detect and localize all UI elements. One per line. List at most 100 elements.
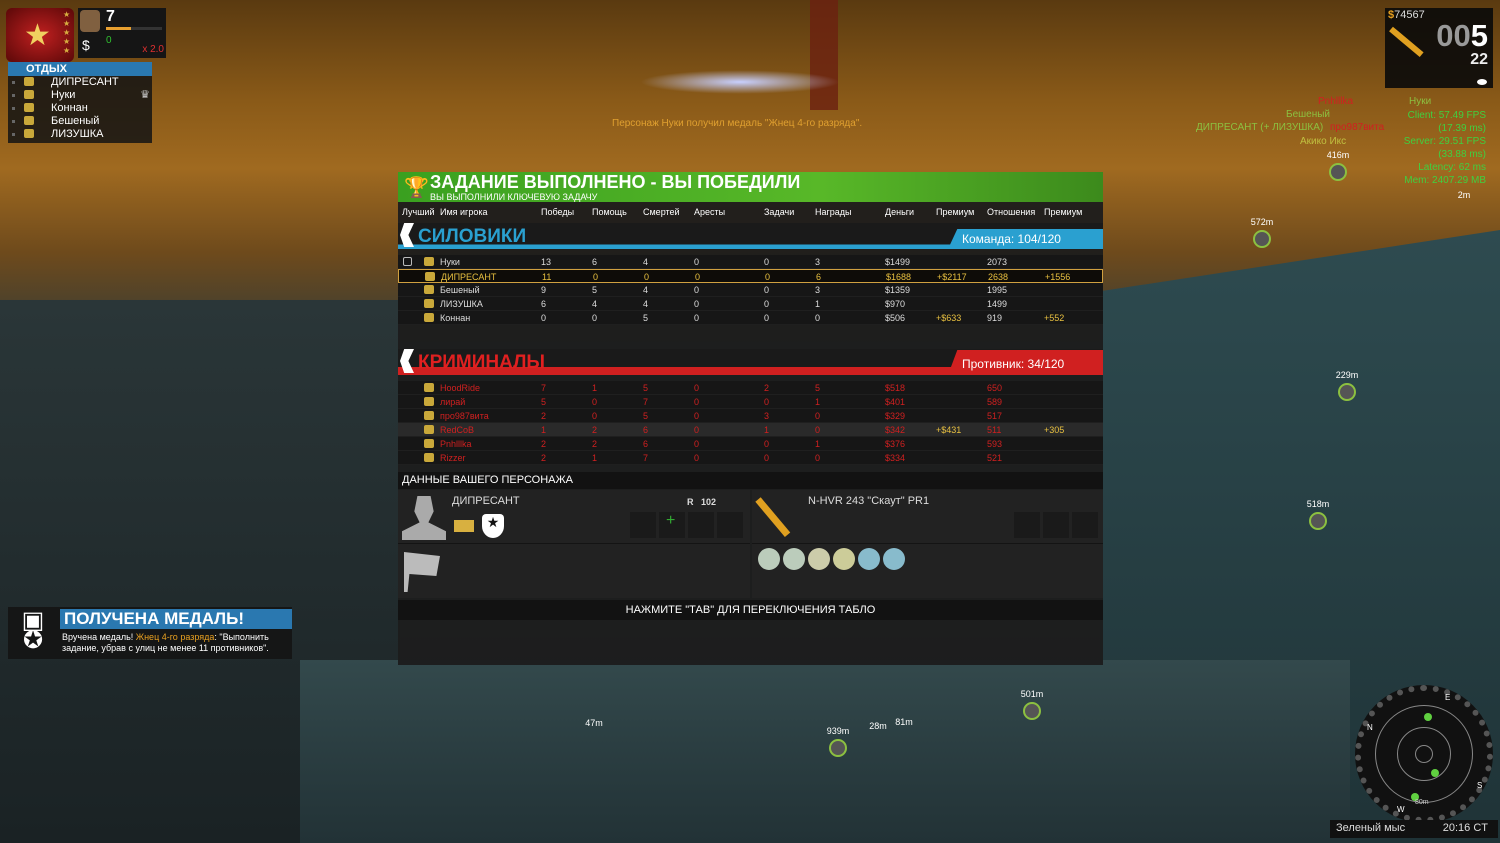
marker-distance: 28m: [869, 721, 887, 731]
cell: 517: [987, 411, 1003, 421]
cell: HoodRide: [440, 383, 481, 393]
column-header[interactable]: Победы: [541, 207, 575, 217]
tab-hint: НАЖМИТЕ "ТАВ" ДЛЯ ПЕРЕКЛЮЧЕНИЯ ТАБЛО: [398, 600, 1103, 620]
killfeed-name: ДИПРЕСАНТ (+ ЛИЗУШКА): [1196, 122, 1324, 133]
cell: 2: [541, 439, 547, 449]
cell: 0: [765, 272, 771, 282]
column-header[interactable]: Имя игрока: [440, 207, 488, 217]
team-score: Команда: 104/120: [948, 229, 1103, 249]
cell: Rizzer: [440, 453, 466, 463]
status-dot: [12, 120, 15, 123]
column-header[interactable]: Деньги: [885, 207, 915, 217]
mod-slot-3[interactable]: [688, 512, 714, 538]
mod-slot-1[interactable]: [630, 512, 656, 538]
team-banner: СИЛОВИКИ Команда: 104/120: [398, 223, 1103, 249]
rating: R 102: [686, 497, 716, 507]
rank-icon: [24, 90, 34, 99]
cell: 0: [815, 313, 821, 323]
column-header[interactable]: Лучший: [402, 207, 435, 217]
weapon-mod-slot-1[interactable]: [1014, 512, 1040, 538]
cell: 4: [592, 299, 598, 309]
cell: $1499: [885, 257, 911, 267]
weapon-mod-slot-2[interactable]: [1043, 512, 1069, 538]
group-member[interactable]: Бешеный: [8, 115, 152, 128]
player-row[interactable]: HoodRide 7 1 5 0 2 5 $518 650: [398, 381, 1103, 395]
cell: 5: [541, 397, 547, 407]
cell: $329: [885, 411, 906, 421]
marker-distance: 229m: [1335, 370, 1359, 380]
column-header[interactable]: Помощь: [592, 207, 627, 217]
player-row[interactable]: Pnhlllka 2 2 6 0 0 1 $376 593: [398, 437, 1103, 451]
mod-slot-4[interactable]: [717, 512, 743, 538]
player-row[interactable]: Rizzer 2 1 7 0 0 0 $334 521: [398, 451, 1103, 465]
cell: 0: [592, 313, 598, 323]
column-header[interactable]: Задачи: [764, 207, 795, 217]
rank-stars: ★ ★ ★ ★ ★: [63, 10, 71, 55]
dollar-icon: $: [1388, 9, 1395, 21]
scene-bridge: [810, 0, 838, 110]
player-row[interactable]: RedCoB 1 2 6 0 1 0 $342 +$431 511 +305: [398, 423, 1103, 437]
perf-line: (17.39 ms): [1438, 123, 1486, 134]
cell: 0: [815, 411, 821, 421]
group-member[interactable]: ЛИЗУШКА: [8, 128, 152, 141]
cell: 2638: [988, 272, 1009, 282]
ally-blip: [1411, 793, 1419, 801]
money-bag-icon: $: [82, 37, 90, 53]
column-header[interactable]: Премиум: [1044, 207, 1083, 217]
cell: 1: [815, 299, 821, 309]
cell: 1: [592, 383, 598, 393]
cell: 13: [541, 257, 552, 267]
sniper-rifle-icon: [1389, 26, 1424, 58]
medal-icon: [758, 548, 780, 570]
cell: 5: [592, 285, 598, 295]
wolf-icon: [1329, 163, 1347, 181]
cell: 0: [694, 285, 700, 295]
waypoint-marker: 47m: [574, 718, 614, 729]
cell: 919: [987, 313, 1003, 323]
player-row[interactable]: Бешеный 9 5 4 0 0 3 $1359 1995: [398, 283, 1103, 297]
cell: $506: [885, 313, 906, 323]
perf-line: Server: 29.51 FPS: [1403, 136, 1486, 147]
player-row[interactable]: про987вита 2 0 5 0 3 0 $329 517: [398, 409, 1103, 423]
cell: Pnhlllka: [440, 439, 472, 449]
cell: 0: [644, 272, 650, 282]
column-header[interactable]: Смертей: [643, 207, 680, 217]
group-member[interactable]: Нуки ♛: [8, 89, 152, 102]
rank-icon: [424, 285, 434, 294]
cell: $401: [885, 397, 906, 407]
column-header[interactable]: Премиум: [936, 207, 975, 217]
player-row[interactable]: ЛИЗУШКА 6 4 4 0 0 1 $970 1499: [398, 297, 1103, 311]
location-name: Зеленый мыс: [1336, 822, 1406, 834]
scoreboard: 🏆 ЗАДАНИЕ ВЫПОЛНЕНО - ВЫ ПОБЕДИЛИ ВЫ ВЫП…: [398, 172, 1103, 665]
player-row[interactable]: Коннан 0 0 5 0 0 0 $506 +$633 919 +552: [398, 311, 1103, 325]
cell: 1499: [987, 299, 1008, 309]
group-member[interactable]: Коннан: [8, 102, 152, 115]
cell: 4: [643, 257, 649, 267]
column-header[interactable]: Отношения: [987, 207, 1036, 217]
weapon-mod-slot-3[interactable]: [1072, 512, 1098, 538]
waypoint-marker: 229m: [1327, 370, 1367, 401]
minimap[interactable]: N E S W 80m: [1355, 685, 1493, 823]
cell: 0: [694, 439, 700, 449]
cell: 0: [694, 411, 700, 421]
column-header[interactable]: Награды: [815, 207, 852, 217]
faction-logo-icon: [400, 223, 414, 247]
clip-count: 005: [1436, 18, 1488, 53]
cell: 0: [592, 411, 598, 421]
result-banner: 🏆 ЗАДАНИЕ ВЫПОЛНЕНО - ВЫ ПОБЕДИЛИ ВЫ ВЫП…: [398, 172, 1103, 202]
marker-distance: 572m: [1250, 217, 1274, 227]
mod-slot-2[interactable]: +: [659, 512, 685, 538]
cell: ДИПРЕСАНТ: [441, 272, 497, 282]
cell: 2: [764, 383, 770, 393]
avatar: [80, 10, 100, 32]
flag-icon: [404, 552, 440, 592]
marker-distance: 518m: [1306, 499, 1330, 509]
column-header[interactable]: Аресты: [694, 207, 726, 217]
player-row[interactable]: ДИПРЕСАНТ 11 0 0 0 0 6 $1688 +$2117 2638 +1556: [398, 269, 1103, 283]
player-level: 7: [106, 8, 115, 25]
group-member[interactable]: ДИПРЕСАНТ: [8, 76, 152, 89]
player-row[interactable]: лирай 5 0 7 0 0 1 $401 589: [398, 395, 1103, 409]
cell: 6: [643, 439, 649, 449]
team-name: СИЛОВИКИ: [418, 226, 527, 247]
player-row[interactable]: Нуки 13 6 4 0 0 3 $1499 2073: [398, 255, 1103, 269]
